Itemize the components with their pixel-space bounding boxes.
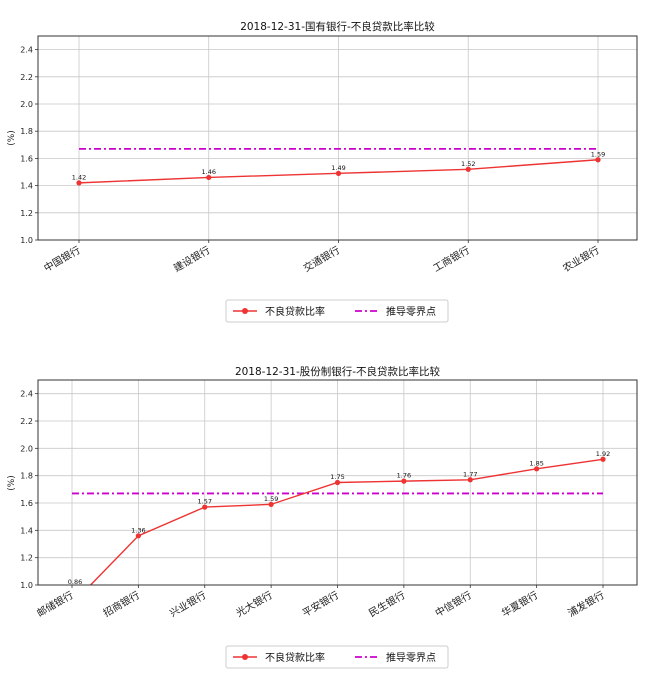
x-tick-label: 平安银行 [300, 588, 341, 619]
legend-box [225, 299, 449, 323]
npl-data-label: 1.42 [72, 173, 86, 181]
npl-data-label: 0.86 [68, 578, 82, 586]
y-tick-label: 1.8 [20, 472, 33, 481]
npl-data-point [268, 501, 274, 507]
x-tick-label: 浦发银行 [565, 588, 606, 619]
plot-series [72, 456, 606, 585]
npl-data-label: 1.92 [596, 450, 610, 458]
legend: 不良贷款比率 推导零界点 [225, 299, 449, 323]
y-tick-label: 1.0 [20, 581, 33, 590]
y-tick-label: 2.0 [20, 100, 33, 109]
chart-title: 2018-12-31-股份制银行-不良贷款比率比较 [235, 365, 441, 378]
npl-data-point [206, 174, 212, 181]
npl-data-label: 1.59 [591, 150, 605, 158]
legend-breakeven-label: 推导零界点 [386, 305, 436, 318]
x-tick-label: 建设银行 [171, 243, 212, 274]
npl-data-point [135, 533, 141, 539]
npl-data-point [334, 479, 341, 486]
y-axis-label: (%) [7, 475, 17, 491]
npl-data-label: 1.49 [331, 164, 345, 172]
y-tick-label: 1.2 [20, 554, 33, 563]
npl-data-label: 1.46 [202, 168, 216, 176]
npl-data-label: 1.59 [264, 495, 278, 503]
chart-title: 2018-12-31-国有银行-不良贷款比率比较 [240, 20, 435, 33]
legend-box [225, 645, 449, 669]
y-tick-label: 2.0 [20, 444, 33, 453]
x-tick-label: 农业银行 [560, 243, 601, 274]
x-tick-label: 中国银行 [41, 243, 82, 274]
y-axis-label: (%) [7, 130, 17, 146]
npl-data-point [401, 478, 407, 484]
legend-npl-label: 不良贷款比率 [265, 651, 325, 664]
x-tick-label: 邮储银行 [34, 588, 75, 619]
npl-data-label: 1.52 [461, 160, 475, 168]
legend: 不良贷款比率 推导零界点 [225, 645, 449, 669]
x-tick-label: 工商银行 [431, 243, 472, 274]
y-tick-label: 1.8 [20, 127, 33, 136]
data-labels: 0.86 1.36 1.57 1.59 1.75 1.76 1.77 1.85 1.92 [68, 450, 610, 586]
y-tick-label: 1.2 [20, 209, 33, 218]
npl-data-point [202, 504, 208, 510]
chart-panel-state-banks: 2018-12-31-国有银行-不良贷款比率比较 (%) 1.0 1.2 1.4 1.… [7, 20, 638, 323]
y-tick-label: 1.6 [20, 499, 33, 508]
x-tick-label: 中信银行 [433, 588, 474, 619]
x-tick-label: 华夏银行 [499, 588, 540, 619]
npl-data-point [335, 170, 342, 176]
npl-data-point [600, 456, 606, 462]
y-tick-label: 1.0 [20, 236, 33, 245]
legend-npl-marker [242, 654, 248, 660]
legend-npl-marker [242, 308, 248, 314]
npl-data-point [76, 180, 82, 186]
npl-data-label: 1.57 [198, 498, 212, 506]
x-tick-label: 招商银行 [101, 588, 142, 619]
npl-data-label: 1.76 [397, 472, 411, 480]
y-tick-label: 2.2 [20, 73, 33, 82]
npl-data-label: 1.75 [330, 473, 344, 481]
x-tick-label: 光大银行 [233, 588, 274, 619]
gridlines [38, 36, 637, 241]
x-tick-label: 民生银行 [366, 588, 407, 619]
x-tick-label: 兴业银行 [167, 588, 208, 619]
plot-series [76, 147, 601, 186]
npl-data-label: 1.77 [463, 470, 477, 478]
y-tick-label: 1.6 [20, 154, 33, 163]
npl-data-point [467, 477, 473, 483]
plot-frame [37, 35, 638, 241]
npl-data-point [534, 466, 540, 472]
y-tick-label: 2.4 [20, 390, 33, 399]
npl-data-point [465, 166, 471, 172]
chart-panel-joint-stock-banks: 2018-12-31-股份制银行-不良贷款比率比较 (%) 1.0 1.2 1.4 1… [7, 365, 638, 669]
legend-breakeven-label: 推导零界点 [386, 651, 436, 664]
y-tick-label: 2.4 [20, 46, 33, 55]
npl-data-label: 1.85 [529, 459, 543, 467]
y-tick-label: 1.4 [20, 526, 33, 535]
y-tick-label: 1.4 [20, 182, 33, 191]
npl-data-point [595, 157, 601, 163]
legend-npl-label: 不良贷款比率 [265, 305, 325, 318]
x-tick-label: 交通银行 [301, 243, 342, 274]
data-labels: 1.42 1.46 1.49 1.52 1.59 [72, 150, 605, 181]
npl-data-label: 1.36 [131, 526, 145, 534]
y-tick-label: 2.2 [20, 417, 33, 426]
